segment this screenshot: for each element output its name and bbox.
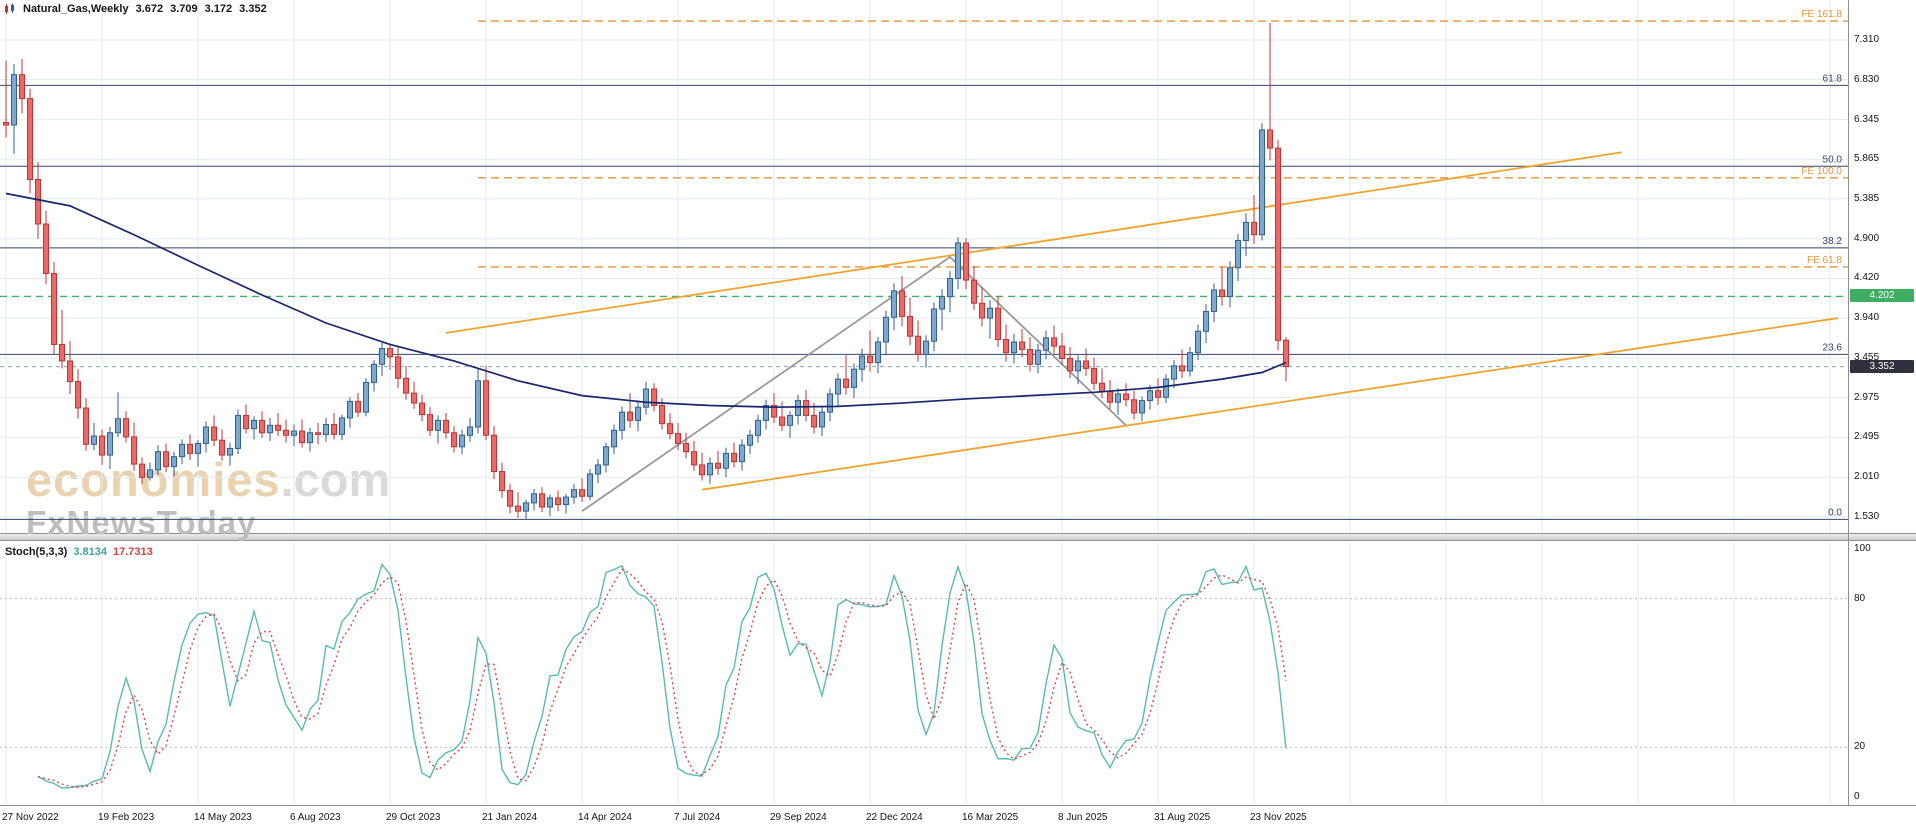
symbol-timeframe-label: Natural_Gas,Weekly <box>23 3 129 15</box>
candlestick-icon <box>4 3 16 15</box>
fib-level-label: 23.6 <box>1823 342 1843 353</box>
price-tick-label: 2.495 <box>1854 431 1880 443</box>
date-tick-label: 8 Jun 2025 <box>1058 812 1108 823</box>
trendline-channel-upper <box>445 151 1623 334</box>
price-axis[interactable]: 7.310 6.830 6.345 5.865 5.385 4.900 4.420 3.940… <box>1848 0 1916 840</box>
fib-level-label: 0.0 <box>1828 507 1842 518</box>
price-tick-label: 3.940 <box>1854 312 1880 324</box>
level-labels: 61.8 50.0 38.2 23.6 0.0 FE 161.8 FE 100.0 FE 61… <box>1801 9 1842 518</box>
fib-level-label: 61.8 <box>1823 73 1843 84</box>
date-tick-label: 27 Nov 2022 <box>2 812 59 823</box>
price-tick-label: 5.865 <box>1854 153 1880 165</box>
price-tick-label: 2.010 <box>1854 471 1880 483</box>
fib-level-label: 38.2 <box>1823 236 1843 247</box>
green-level-badge: 4.202 <box>1850 289 1914 303</box>
stoch-axis-label: 0 <box>1854 791 1860 802</box>
stoch-axis-label: 20 <box>1854 741 1866 753</box>
date-tick-label: 29 Sep 2024 <box>770 812 827 823</box>
ohlc-low: 3.172 <box>204 3 233 15</box>
stoch-axis-label: 100 <box>1854 543 1871 554</box>
grid-layer <box>0 0 1848 533</box>
date-tick-label: 6 Aug 2023 <box>290 812 341 823</box>
price-tick-label: 4.420 <box>1854 272 1880 284</box>
fe-level-label: FE 61.8 <box>1807 255 1842 266</box>
candles-layer <box>3 22 1289 520</box>
date-tick-label: 14 Apr 2024 <box>578 812 632 823</box>
pane-divider[interactable] <box>0 533 1916 541</box>
stochastic-k-value: 3.8134 <box>73 546 108 558</box>
fe-expansion-levels[interactable] <box>478 20 1848 268</box>
price-tick-label: 4.900 <box>1854 232 1880 244</box>
date-tick-label: 23 Nov 2025 <box>1250 812 1307 823</box>
price-tick-label: 5.385 <box>1854 192 1880 204</box>
chart-header: Natural_Gas,Weekly 3.672 3.709 3.172 3.3… <box>4 3 267 15</box>
current-price-badge: 3.352 <box>1850 359 1914 373</box>
trendline-channel-lower <box>701 317 1839 491</box>
moving-average-line[interactable] <box>5 192 1287 409</box>
date-tick-label: 16 Mar 2025 <box>962 812 1019 823</box>
stochastic-name: Stoch(5,3,3) <box>5 546 68 558</box>
stochastic-canvas[interactable] <box>0 541 1848 805</box>
price-tick-label: 6.830 <box>1854 73 1880 85</box>
ohlc-open: 3.672 <box>135 3 164 15</box>
ohlc-close: 3.352 <box>239 3 267 15</box>
fe-level-label: FE 100.0 <box>1801 166 1842 177</box>
price-chart-canvas[interactable]: 61.8 50.0 38.2 23.6 0.0 FE 161.8 FE 100.0 FE 61… <box>0 0 1848 533</box>
stochastic-d-line <box>37 568 1287 788</box>
date-tick-label: 29 Oct 2023 <box>386 812 441 823</box>
date-tick-label: 21 Jan 2024 <box>482 812 538 823</box>
date-tick-label: 19 Feb 2023 <box>98 812 155 823</box>
price-tick-label: 1.530 <box>1854 510 1880 522</box>
price-tick-label: 7.310 <box>1854 34 1880 46</box>
date-tick-label: 14 May 2023 <box>194 812 252 823</box>
stoch-grid-layer <box>0 541 1848 805</box>
date-tick-label: 7 Jul 2024 <box>674 812 721 823</box>
date-tick-label: 22 Dec 2024 <box>866 812 923 823</box>
fibonacci-levels[interactable] <box>0 84 1848 520</box>
stochastic-k-line <box>37 562 1287 789</box>
date-axis[interactable]: 27 Nov 2022 19 Feb 2023 14 May 2023 6 Aug 2… <box>0 805 1916 840</box>
ohlc-high: 3.709 <box>170 3 198 15</box>
stochastic-d-value: 17.7313 <box>113 546 153 558</box>
price-tick-label: 2.975 <box>1854 391 1880 403</box>
fe-level-label: FE 161.8 <box>1801 9 1842 20</box>
date-tick-label: 31 Aug 2025 <box>1154 812 1211 823</box>
trendlines[interactable] <box>445 151 1839 512</box>
price-tick-label: 6.345 <box>1854 113 1880 125</box>
stochastic-label: Stoch(5,3,3) 3.8134 17.7313 <box>5 546 153 558</box>
stoch-axis-label: 80 <box>1854 592 1866 604</box>
price-tick-label: 3.455 <box>1854 352 1880 364</box>
fib-level-label: 50.0 <box>1823 154 1843 165</box>
